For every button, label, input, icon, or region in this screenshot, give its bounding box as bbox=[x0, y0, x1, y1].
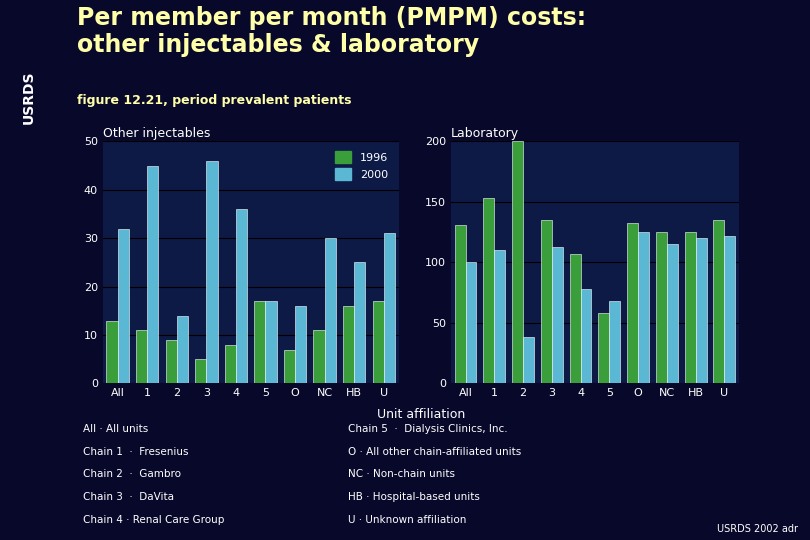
Text: Laboratory: Laboratory bbox=[451, 127, 519, 140]
Bar bbox=[295, 306, 306, 383]
Bar bbox=[484, 198, 494, 383]
Bar bbox=[552, 247, 563, 383]
Bar bbox=[106, 321, 117, 383]
Text: Chain 3  ·  DaVita: Chain 3 · DaVita bbox=[83, 492, 173, 502]
Bar bbox=[354, 262, 365, 383]
Bar bbox=[236, 209, 247, 383]
Bar bbox=[195, 359, 207, 383]
Text: HB · Hospital-based units: HB · Hospital-based units bbox=[348, 492, 480, 502]
Bar bbox=[373, 301, 384, 383]
Text: U · Unknown affiliation: U · Unknown affiliation bbox=[348, 515, 467, 525]
Text: Chain 4 · Renal Care Group: Chain 4 · Renal Care Group bbox=[83, 515, 224, 525]
Bar bbox=[667, 244, 678, 383]
Bar bbox=[714, 220, 724, 383]
Text: All · All units: All · All units bbox=[83, 424, 148, 434]
Bar bbox=[325, 238, 336, 383]
Bar bbox=[224, 345, 236, 383]
Bar bbox=[599, 313, 609, 383]
Bar bbox=[569, 254, 581, 383]
Bar bbox=[627, 222, 638, 383]
Bar bbox=[343, 306, 354, 383]
Bar bbox=[207, 161, 218, 383]
Bar bbox=[684, 232, 696, 383]
Text: Unit affiliation: Unit affiliation bbox=[377, 408, 465, 421]
Bar bbox=[117, 228, 129, 383]
Text: USRDS 2002 adr: USRDS 2002 adr bbox=[717, 523, 798, 534]
Bar bbox=[541, 220, 552, 383]
Bar bbox=[266, 301, 277, 383]
Legend: 1996, 2000: 1996, 2000 bbox=[330, 147, 393, 184]
Bar bbox=[696, 238, 706, 383]
Bar bbox=[724, 236, 735, 383]
Bar bbox=[609, 301, 620, 383]
Text: Other injectables: Other injectables bbox=[103, 127, 211, 140]
Bar bbox=[512, 141, 523, 383]
Text: NC · Non-chain units: NC · Non-chain units bbox=[348, 469, 455, 480]
Bar bbox=[147, 166, 159, 383]
Text: Chain 2  ·  Gambro: Chain 2 · Gambro bbox=[83, 469, 181, 480]
Text: Chain 1  ·  Fresenius: Chain 1 · Fresenius bbox=[83, 447, 188, 457]
Bar bbox=[656, 232, 667, 383]
Bar bbox=[466, 262, 476, 383]
Bar bbox=[494, 251, 505, 383]
Bar bbox=[136, 330, 147, 383]
Text: O · All other chain-affiliated units: O · All other chain-affiliated units bbox=[348, 447, 522, 457]
Text: figure 12.21, period prevalent patients: figure 12.21, period prevalent patients bbox=[77, 94, 352, 107]
Bar bbox=[581, 289, 591, 383]
Bar bbox=[454, 225, 466, 383]
Bar bbox=[638, 232, 649, 383]
Bar bbox=[177, 316, 188, 383]
Bar bbox=[165, 340, 177, 383]
Bar bbox=[313, 330, 325, 383]
Bar bbox=[254, 301, 266, 383]
Bar bbox=[284, 349, 295, 383]
Bar bbox=[384, 233, 395, 383]
Text: Per member per month (PMPM) costs:
other injectables & laboratory: Per member per month (PMPM) costs: other… bbox=[77, 6, 586, 57]
Text: Chain 5  ·  Dialysis Clinics, Inc.: Chain 5 · Dialysis Clinics, Inc. bbox=[348, 424, 508, 434]
Bar bbox=[523, 338, 534, 383]
Text: USRDS: USRDS bbox=[22, 70, 36, 124]
